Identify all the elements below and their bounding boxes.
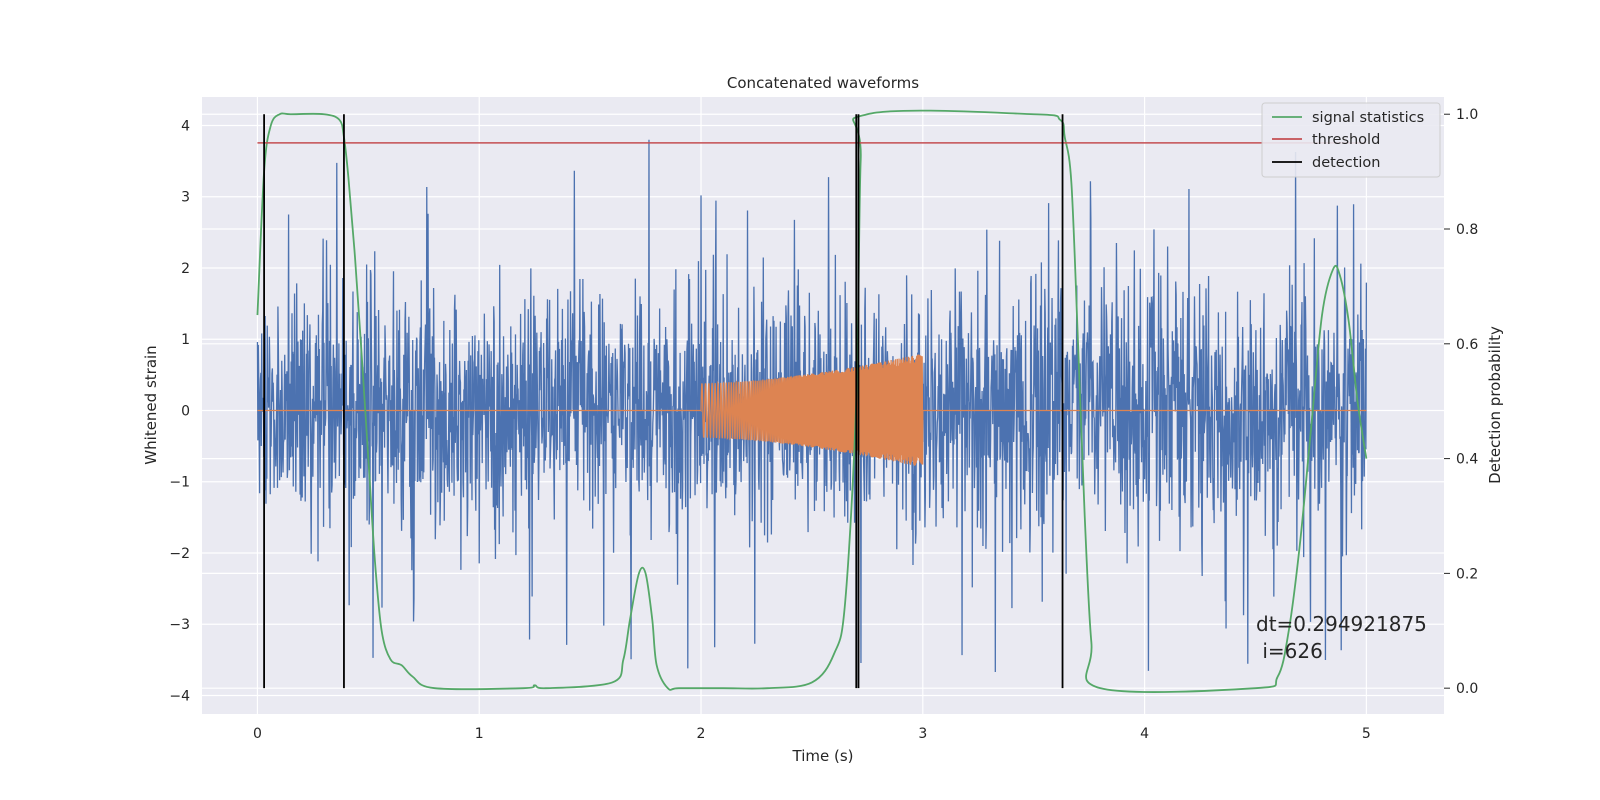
x-tick-label: 5 [1362,726,1371,742]
x-axis-label: Time (s) [792,747,854,765]
signal-statistics-line [256,109,1368,693]
y-tick-label: −1 [169,475,190,491]
y-tick-label: 3 [181,190,190,206]
y2-tick-label: 0.4 [1456,452,1478,468]
y2-tick-label: 0.2 [1456,566,1478,582]
y2-axis-label: Detection probability [1486,326,1504,484]
y2-tick-label: 0.6 [1456,337,1478,353]
y-tick-label: 4 [181,118,190,134]
chart-title: Concatenated waveforms [727,74,919,92]
x-tick-label: 3 [918,726,927,742]
probability-series [256,109,1368,693]
x-tick-label: 4 [1140,726,1149,742]
legend-label-threshold: threshold [1312,132,1380,148]
x-tick-label: 2 [697,726,706,742]
x-tick-label: 1 [475,726,484,742]
legend: signal statistics threshold detection [1261,102,1441,178]
legend-box [1261,102,1441,178]
y-tick-label: −4 [169,688,190,704]
y-tick-label: 2 [181,261,190,277]
annotation: dt=0.294921875 i=626 [1256,612,1427,663]
legend-label-signal-statistics: signal statistics [1312,110,1424,126]
annotation-line-2: i=626 [1256,639,1323,663]
y-tick-label: −2 [169,546,190,562]
x-tick-label: 0 [253,726,262,742]
injection-series [257,354,1367,466]
axis-ticks: 0 1 2 3 4 5 −4 −3 −2 −1 0 1 2 3 4 0.0 0.2 0.4 0.6 0.8 1.0 [169,107,1478,742]
injection-line [257,354,1367,466]
y-tick-label: −3 [169,617,190,633]
y2-tick-label: 0.8 [1456,222,1478,238]
y2-tick-label: 0.0 [1456,681,1478,697]
legend-label-detection: detection [1312,155,1380,171]
y-tick-label: 0 [181,403,190,419]
y-axis-label: Whitened strain [142,345,160,464]
y-tick-label: 1 [181,332,190,348]
y2-tick-label: 1.0 [1456,107,1478,123]
annotation-line-1: dt=0.294921875 [1256,612,1427,636]
